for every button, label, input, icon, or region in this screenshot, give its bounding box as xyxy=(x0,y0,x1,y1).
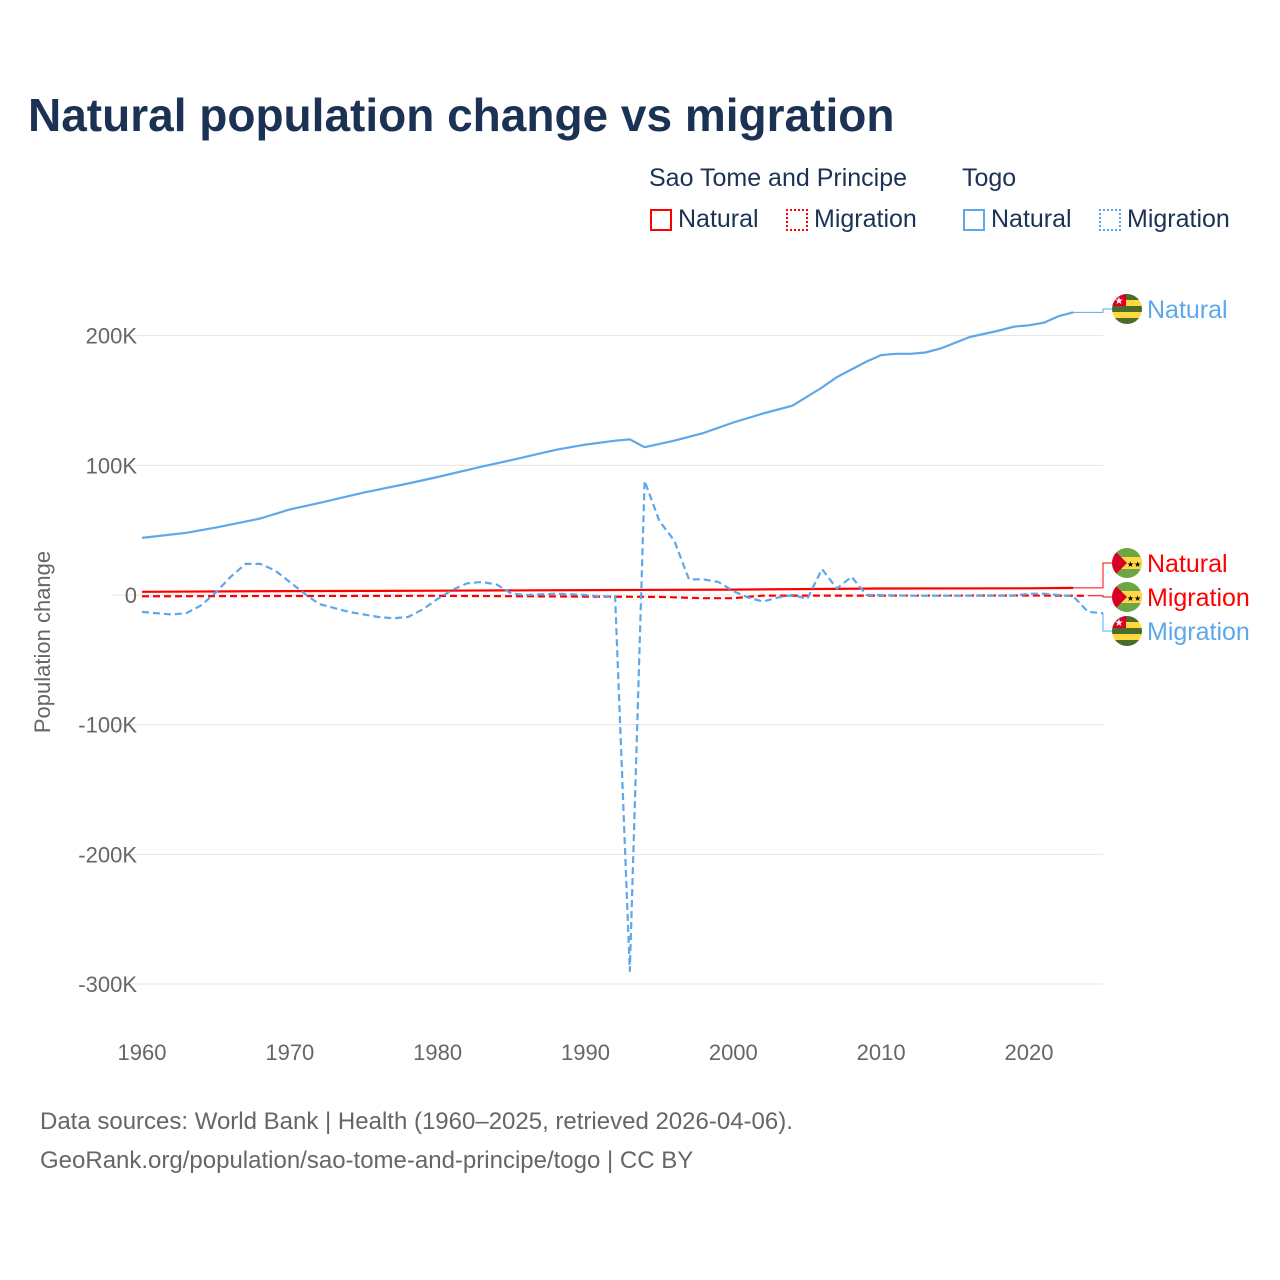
flag-stripe xyxy=(1112,294,1142,300)
flag-triangle xyxy=(1112,548,1127,578)
flag-star: ★ xyxy=(1115,296,1124,307)
legend-group-sao-tome: Sao Tome and Principe xyxy=(649,164,908,192)
flag-body: ★★ xyxy=(1112,548,1142,578)
flag-stars: ★★ xyxy=(1127,560,1141,569)
footer-link[interactable]: GeoRank.org/population/sao-tome-and-prin… xyxy=(40,1147,694,1174)
flag-triangle xyxy=(1112,582,1127,612)
togo-flag-icon: ★ xyxy=(1112,294,1142,324)
legend-item-stp-natural[interactable]: Natural xyxy=(650,205,759,234)
y-axis-label: Population change xyxy=(30,551,55,733)
y-tick-label: 0 xyxy=(125,583,137,608)
x-tick-label: 2020 xyxy=(1005,1040,1054,1065)
y-tick-label: -200K xyxy=(78,842,137,867)
x-tick-label: 2000 xyxy=(709,1040,758,1065)
legend-item-togo-natural[interactable]: Natural xyxy=(963,205,1072,234)
legend-group-togo: Togo xyxy=(962,164,1017,192)
flag-stripe xyxy=(1112,312,1142,318)
flag-stripe xyxy=(1112,318,1142,324)
legend-item-stp-migration[interactable]: Migration xyxy=(786,205,917,234)
end-label[interactable]: Migration xyxy=(1147,584,1250,612)
end-label-connector xyxy=(1102,612,1112,632)
sao-tome-flag-icon: ★★ xyxy=(1112,582,1142,612)
flag-star: ★ xyxy=(1115,618,1124,629)
legend-swatch-solid xyxy=(963,208,985,231)
legend-swatch-dotted xyxy=(1099,208,1121,231)
flag-stripe xyxy=(1112,622,1142,628)
end-label-connector xyxy=(1073,308,1112,313)
y-tick-label: 100K xyxy=(86,453,138,478)
flag-body: ★ xyxy=(1112,294,1142,324)
footer-sources: Data sources: World Bank | Health (1960–… xyxy=(40,1108,793,1135)
legend-label: Natural xyxy=(678,205,759,233)
y-tick-label: 200K xyxy=(86,324,138,349)
legend-label: Natural xyxy=(991,205,1072,233)
series-line-sao-tome-and-principe-migration xyxy=(141,594,1089,600)
x-tick-label: 1960 xyxy=(118,1040,167,1065)
series-line-sao-tome-and-principe-natural xyxy=(141,586,1074,593)
end-label[interactable]: Natural xyxy=(1147,550,1228,578)
flag-stars: ★★ xyxy=(1127,594,1141,603)
end-label[interactable]: Migration xyxy=(1147,618,1250,646)
x-tick-label: 2010 xyxy=(857,1040,906,1065)
flag-body: ★★ xyxy=(1112,582,1142,612)
sao-tome-flag-icon: ★★ xyxy=(1112,548,1142,578)
flag-stripe xyxy=(1112,306,1142,312)
flag-stripe xyxy=(1112,628,1142,634)
togo-flag-icon: ★ xyxy=(1112,616,1142,646)
x-tick-label: 1980 xyxy=(413,1040,462,1065)
flag-stripe xyxy=(1112,300,1142,306)
legend-label: Migration xyxy=(1127,205,1230,233)
end-label-connector xyxy=(1088,595,1112,598)
legend-item-togo-migration[interactable]: Migration xyxy=(1099,205,1230,234)
chart-title: Natural population change vs migration xyxy=(28,89,895,141)
flag-stripe xyxy=(1112,616,1142,622)
flag-stripe xyxy=(1112,640,1142,646)
y-tick-label: -300K xyxy=(78,972,137,997)
x-tick-label: 1970 xyxy=(265,1040,314,1065)
legend-swatch-dotted xyxy=(786,208,808,231)
series-line-togo-migration xyxy=(141,479,1103,973)
flag-stripe xyxy=(1112,634,1142,640)
x-tick-label: 1990 xyxy=(561,1040,610,1065)
flag-body: ★ xyxy=(1112,616,1142,646)
legend-swatch-solid xyxy=(650,208,672,231)
end-label-connector xyxy=(1073,562,1112,589)
legend-label: Migration xyxy=(814,205,917,233)
end-label[interactable]: Natural xyxy=(1147,296,1228,324)
series-line-togo-natural xyxy=(141,311,1074,539)
y-tick-label: -100K xyxy=(78,713,137,738)
